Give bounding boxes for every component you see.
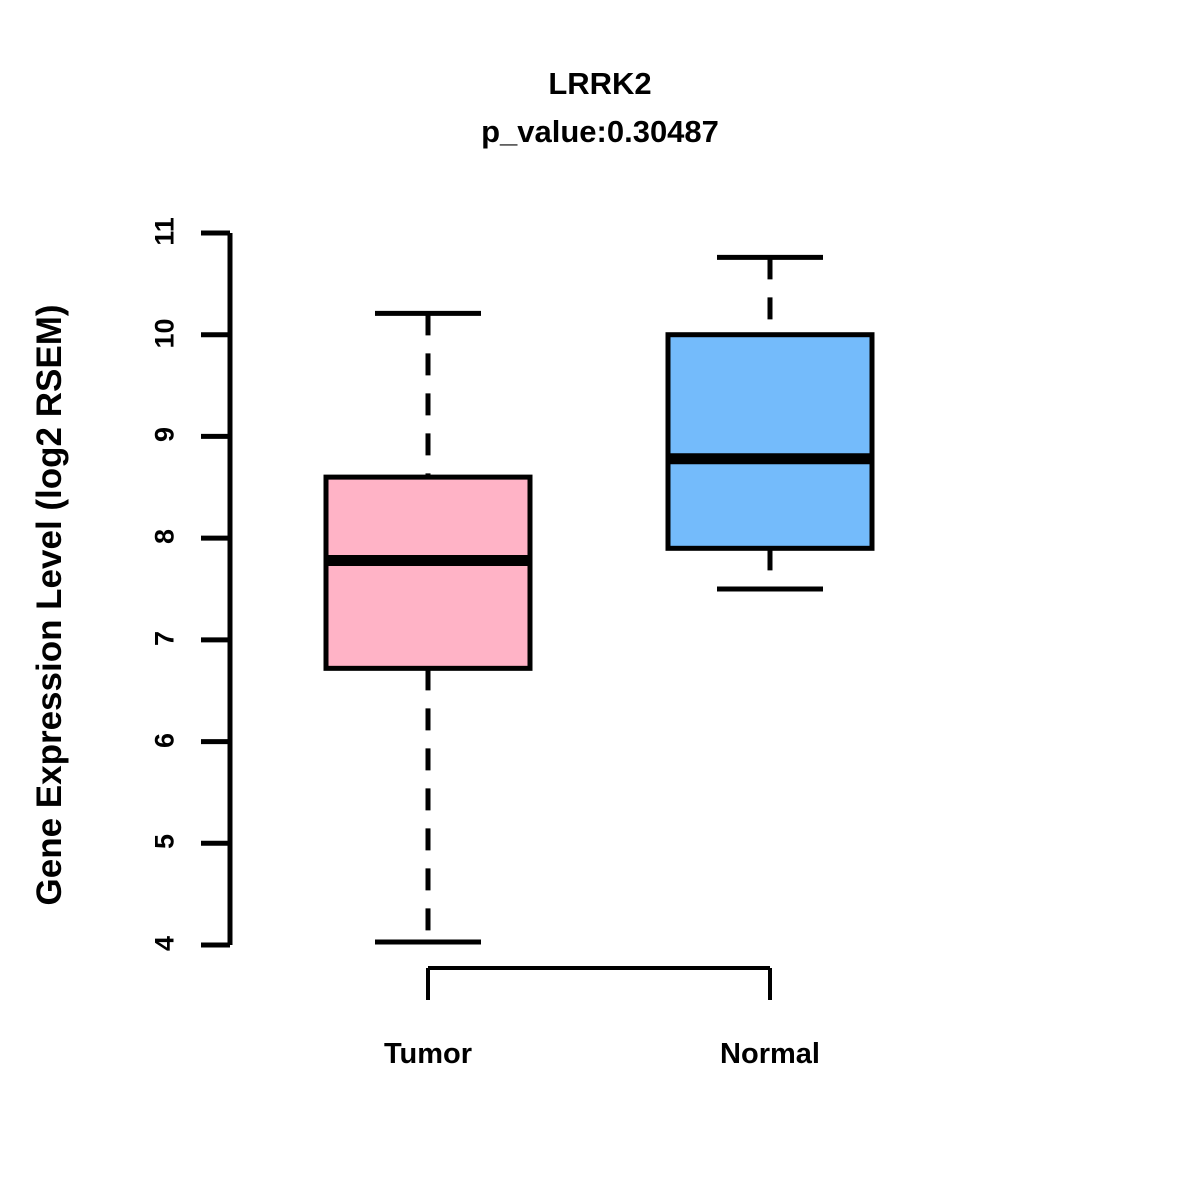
box-group-normal: [665, 254, 875, 592]
y-tick-label-8: 8: [149, 529, 180, 545]
y-tick-label-10: 10: [149, 318, 180, 349]
axis-layer: [201, 230, 772, 1000]
y-tick-label-5: 5: [149, 834, 180, 850]
y-tick-label-9: 9: [149, 427, 180, 443]
y-tick-label-6: 6: [149, 732, 180, 748]
y-axis-label: Gene Expression Level (log2 RSEM): [30, 304, 69, 906]
x-tick-label-tumor: Tumor: [383, 1038, 473, 1070]
y-tick-label-7: 7: [149, 630, 180, 646]
box-rect-tumor: [323, 474, 533, 671]
box-layer: [323, 254, 875, 945]
y-tick-label-4: 4: [149, 935, 180, 952]
x-tick-label-normal: Normal: [720, 1038, 820, 1070]
box-rect-normal: [665, 332, 875, 551]
y-tick-label-11: 11: [149, 217, 180, 246]
box-group-tumor: [323, 310, 533, 945]
